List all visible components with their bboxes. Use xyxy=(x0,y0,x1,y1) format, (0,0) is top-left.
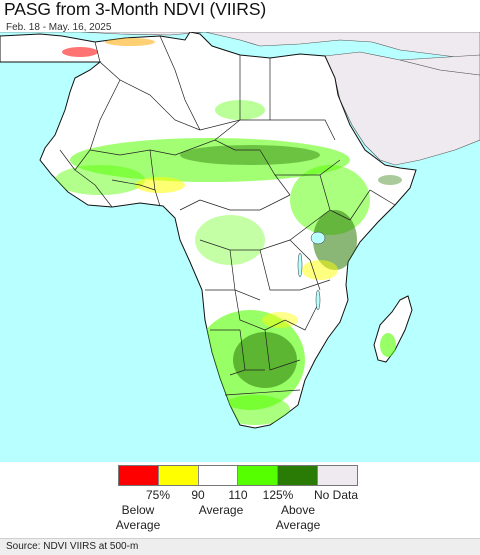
legend-tick-110: 110 xyxy=(228,488,248,502)
maghreb-orange xyxy=(105,38,155,46)
legend-average: Average xyxy=(198,503,244,517)
legend-below-label-line1: Below xyxy=(121,503,155,517)
legend-swatch-below-90 xyxy=(158,466,199,485)
west-africa-yellow xyxy=(135,177,185,193)
source-text: Source: NDVI VIIRS at 500-m xyxy=(6,541,139,552)
legend-tick-75: 75% xyxy=(145,488,171,502)
legend-colorbar xyxy=(118,465,358,486)
legend-above-label-line1: Above xyxy=(280,503,316,517)
legend-swatch-above-125 xyxy=(238,466,279,485)
east-africa-dark xyxy=(313,210,357,270)
legend-swatch-above xyxy=(278,466,319,485)
legend-tick-no-data: No Data xyxy=(313,488,359,502)
lake-malawi xyxy=(315,289,321,311)
legend-above-average: Above Average xyxy=(276,503,320,533)
map-title: PASG from 3-Month NDVI (VIIRS) xyxy=(4,0,267,19)
iran-region xyxy=(399,54,480,76)
southern-africa-dark xyxy=(233,332,297,388)
maghreb-red xyxy=(62,47,98,57)
lake-victoria xyxy=(310,231,326,245)
country-borders xyxy=(59,35,396,396)
legend-tick-90: 90 xyxy=(191,488,205,502)
south-coast-green xyxy=(220,395,290,425)
west-coast-green xyxy=(55,165,145,195)
lake-tanganyika xyxy=(297,252,303,278)
east-africa-green xyxy=(290,165,370,235)
east-yellow xyxy=(302,260,338,280)
legend-above-label-line2: Average xyxy=(275,518,321,532)
legend-swatch-no-data xyxy=(318,466,357,485)
madagascar-green xyxy=(380,333,396,357)
legend-below-average: Below Average xyxy=(116,503,160,533)
southern-yellow xyxy=(262,312,298,328)
legend-below-label-line2: Average xyxy=(115,518,161,532)
sahel-dark-patches xyxy=(180,145,320,165)
somalia-dark xyxy=(378,175,402,185)
legend-swatch-average xyxy=(198,466,239,485)
africa-ndvi-map xyxy=(0,32,480,462)
legend-swatch-below-75 xyxy=(119,466,159,485)
source-footer: Source: NDVI VIIRS at 500-m xyxy=(0,538,480,555)
legend-tick-125: 125% xyxy=(262,488,294,502)
date-range: Feb. 18 - May. 16, 2025 xyxy=(6,22,112,33)
sahel-green-band xyxy=(70,138,350,182)
central-green xyxy=(195,215,265,265)
